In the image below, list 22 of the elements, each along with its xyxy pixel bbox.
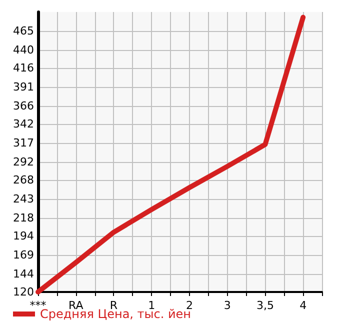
x-tick-label: 1 [148,299,156,312]
y-tick-label: 218 [13,211,34,224]
y-tick-label: 391 [13,80,34,94]
x-tick-label: 3 [224,299,231,312]
y-tick-label: 144 [13,267,34,280]
x-tick-label: 4 [300,299,307,312]
y-tick-label: 416 [13,62,34,74]
y-tick-label: 169 [13,248,34,262]
x-tick-label: RA [68,299,84,312]
x-tick-label: 2 [186,299,193,312]
y-tick-label: 194 [13,230,34,242]
y-tick-label: 292 [13,155,34,168]
y-tick-label: 243 [13,192,34,206]
y-tick-label: 268 [13,174,34,186]
y-tick-label: 317 [13,136,34,150]
x-tick-label: 3,5 [256,299,274,312]
y-tick-label: 465 [13,24,34,38]
y-tick-label: 120 [13,286,34,298]
y-tick-label: 366 [13,99,34,112]
x-tick-label: R [110,299,118,312]
y-tick-label: 440 [13,43,34,56]
y-tick-label: 342 [13,118,34,130]
